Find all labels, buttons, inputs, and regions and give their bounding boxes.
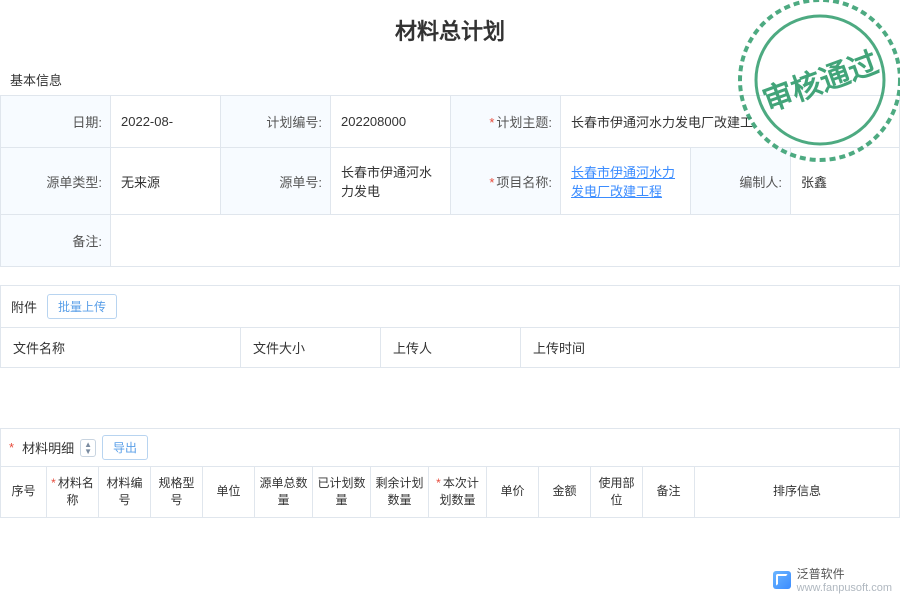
basic-section-label: 基本信息 xyxy=(0,64,900,95)
source-type-value[interactable]: 无来源 xyxy=(111,148,221,215)
project-value-cell: 长春市伊通河水力发电厂改建工程 xyxy=(561,148,691,215)
source-no-value[interactable]: 长春市伊通河水力发电 xyxy=(331,148,451,215)
author-value[interactable]: 张鑫 xyxy=(791,148,900,215)
page-title: 材料总计划 xyxy=(0,0,900,64)
brand-name: 泛普软件 xyxy=(797,567,845,581)
plan-no-label: 计划编号: xyxy=(221,96,331,148)
col-remain: 剩余计划数量 xyxy=(371,467,429,517)
brand-logo-icon xyxy=(773,571,791,589)
col-uploadtime: 上传时间 xyxy=(521,328,900,368)
plan-no-value[interactable]: 202208000 xyxy=(331,96,451,148)
col-planned: 已计划数量 xyxy=(313,467,371,517)
col-use-part: 使用部位 xyxy=(591,467,643,517)
plan-topic-label-text: 计划主题: xyxy=(496,115,552,130)
date-label: 日期: xyxy=(1,96,111,148)
author-label: 编制人: xyxy=(691,148,791,215)
details-table: 序号 *材料名称 材料编号 规格型号 单位 源单总数量 已计划数量 剩余计划数量… xyxy=(0,467,900,518)
col-mat-name: *材料名称 xyxy=(47,467,99,517)
project-link[interactable]: 长春市伊通河水力发电厂改建工程 xyxy=(571,165,675,199)
details-label: 材料明细 xyxy=(22,438,74,457)
col-uploader: 上传人 xyxy=(381,328,521,368)
col-seq: 序号 xyxy=(1,467,47,517)
required-icon: * xyxy=(9,440,14,455)
date-value[interactable]: 2022-08- xyxy=(111,96,221,148)
watermark: 泛普软件 www.fanpusoft.com xyxy=(773,565,892,594)
col-remark: 备注 xyxy=(643,467,695,517)
col-spec: 规格型号 xyxy=(151,467,203,517)
col-this-qty-text: 本次计划数量 xyxy=(439,476,478,507)
attachments-label: 附件 xyxy=(11,297,37,316)
col-sort-info: 排序信息 xyxy=(695,467,900,517)
col-this-qty: *本次计划数量 xyxy=(429,467,487,517)
col-price: 单价 xyxy=(487,467,539,517)
col-unit: 单位 xyxy=(203,467,255,517)
col-mat-code: 材料编号 xyxy=(99,467,151,517)
chevron-down-icon: ▼ xyxy=(84,448,92,455)
project-label: *项目名称: xyxy=(451,148,561,215)
col-src-total: 源单总数量 xyxy=(255,467,313,517)
source-type-label: 源单类型: xyxy=(1,148,111,215)
col-mat-name-text: 材料名称 xyxy=(58,476,94,507)
source-no-label: 源单号: xyxy=(221,148,331,215)
basic-info-table: 日期: 2022-08- 计划编号: 202208000 *计划主题: 长春市伊… xyxy=(0,95,900,267)
attachments-bar: 附件 批量上传 xyxy=(0,285,900,328)
brand-url: www.fanpusoft.com xyxy=(797,582,892,594)
col-amount: 金额 xyxy=(539,467,591,517)
plan-topic-label: *计划主题: xyxy=(451,96,561,148)
remark-label: 备注: xyxy=(1,215,111,267)
batch-upload-button[interactable]: 批量上传 xyxy=(47,294,117,319)
export-button[interactable]: 导出 xyxy=(102,435,148,460)
remark-value[interactable] xyxy=(111,215,900,267)
details-bar: * 材料明细 ▲ ▼ 导出 xyxy=(0,428,900,467)
sort-toggle-button[interactable]: ▲ ▼ xyxy=(80,439,96,457)
col-filesize: 文件大小 xyxy=(241,328,381,368)
plan-topic-value[interactable]: 长春市伊通河水力发电厂改建工 xyxy=(561,96,900,148)
attachments-table: 文件名称 文件大小 上传人 上传时间 xyxy=(0,328,900,368)
col-filename: 文件名称 xyxy=(1,328,241,368)
project-label-text: 项目名称: xyxy=(496,175,552,190)
